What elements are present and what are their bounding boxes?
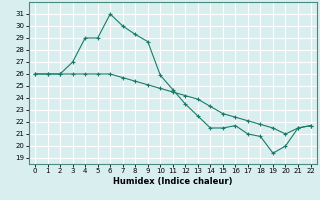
X-axis label: Humidex (Indice chaleur): Humidex (Indice chaleur) — [113, 177, 233, 186]
